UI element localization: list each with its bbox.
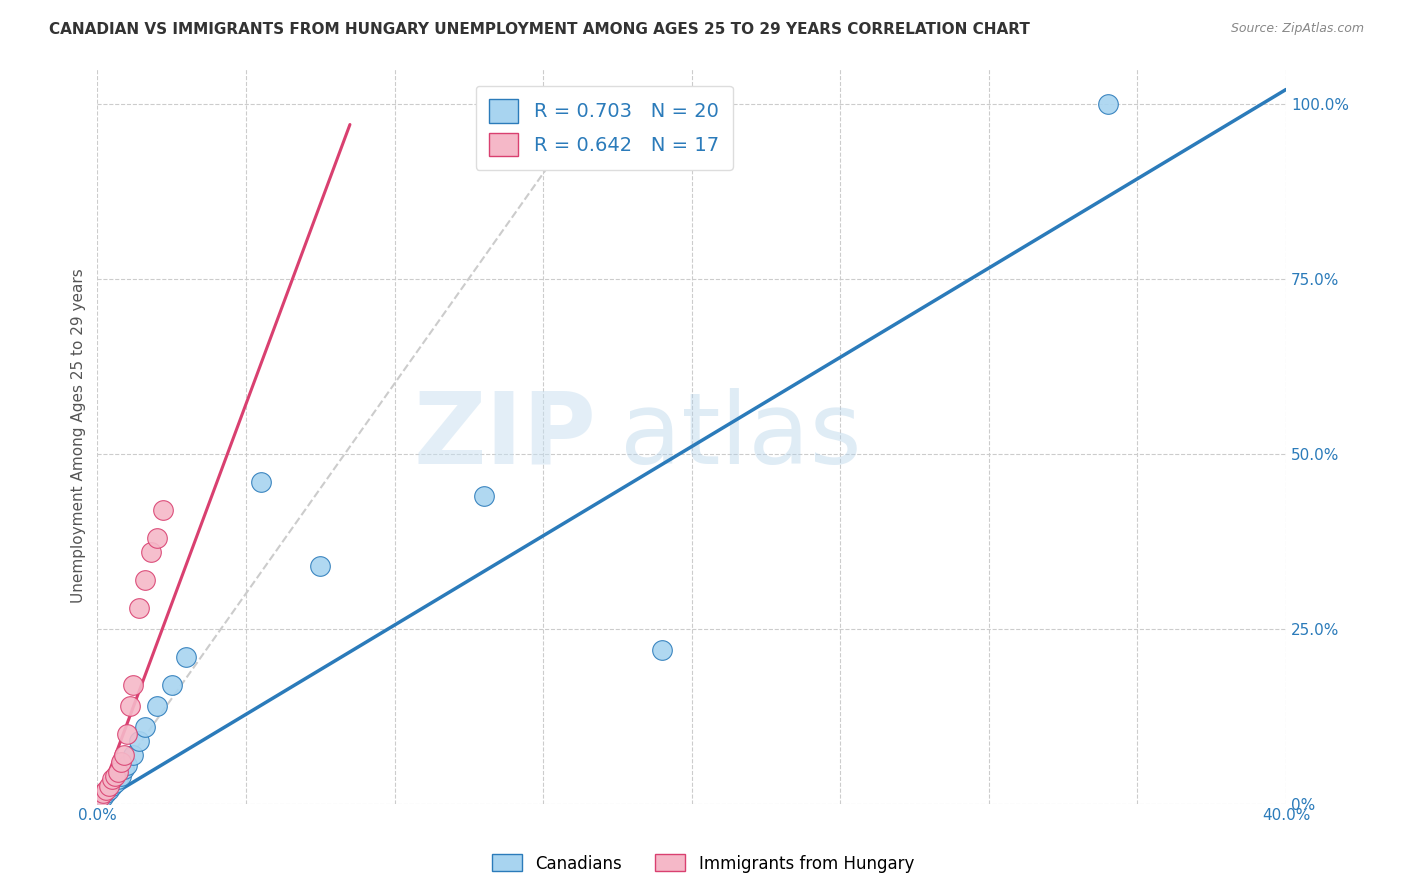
Point bbox=[152, 502, 174, 516]
Point bbox=[139, 544, 162, 558]
Point bbox=[472, 489, 495, 503]
Point bbox=[101, 779, 124, 793]
Point bbox=[122, 747, 145, 762]
Point bbox=[110, 755, 132, 769]
Point bbox=[107, 765, 129, 780]
Point bbox=[118, 698, 141, 713]
Text: CANADIAN VS IMMIGRANTS FROM HUNGARY UNEMPLOYMENT AMONG AGES 25 TO 29 YEARS CORRE: CANADIAN VS IMMIGRANTS FROM HUNGARY UNEM… bbox=[49, 22, 1031, 37]
Point bbox=[122, 677, 145, 691]
Point bbox=[146, 531, 169, 545]
Y-axis label: Unemployment Among Ages 25 to 29 years: Unemployment Among Ages 25 to 29 years bbox=[72, 268, 86, 604]
Point bbox=[115, 726, 138, 740]
Point bbox=[104, 775, 127, 789]
Point bbox=[96, 782, 118, 797]
Point bbox=[249, 475, 271, 489]
Point bbox=[96, 786, 118, 800]
Point bbox=[128, 600, 150, 615]
Point bbox=[651, 642, 673, 657]
Point bbox=[110, 769, 132, 783]
Point bbox=[91, 789, 114, 804]
Point bbox=[89, 789, 111, 804]
Point bbox=[104, 769, 127, 783]
Point bbox=[134, 573, 156, 587]
Point bbox=[146, 698, 169, 713]
Point bbox=[101, 772, 124, 786]
Point bbox=[107, 772, 129, 786]
Point bbox=[176, 649, 198, 664]
Point bbox=[1097, 96, 1119, 111]
Text: atlas: atlas bbox=[620, 387, 862, 484]
Point bbox=[160, 677, 183, 691]
Point bbox=[91, 786, 114, 800]
Point bbox=[112, 747, 135, 762]
Point bbox=[98, 779, 121, 793]
Point bbox=[112, 762, 135, 776]
Text: Source: ZipAtlas.com: Source: ZipAtlas.com bbox=[1230, 22, 1364, 36]
Text: ZIP: ZIP bbox=[413, 387, 596, 484]
Point bbox=[309, 558, 332, 573]
Legend: Canadians, Immigrants from Hungary: Canadians, Immigrants from Hungary bbox=[485, 847, 921, 880]
Point bbox=[128, 733, 150, 747]
Point bbox=[134, 720, 156, 734]
Point bbox=[115, 758, 138, 772]
Point bbox=[98, 782, 121, 797]
Legend: R = 0.703   N = 20, R = 0.642   N = 17: R = 0.703 N = 20, R = 0.642 N = 17 bbox=[475, 86, 733, 170]
